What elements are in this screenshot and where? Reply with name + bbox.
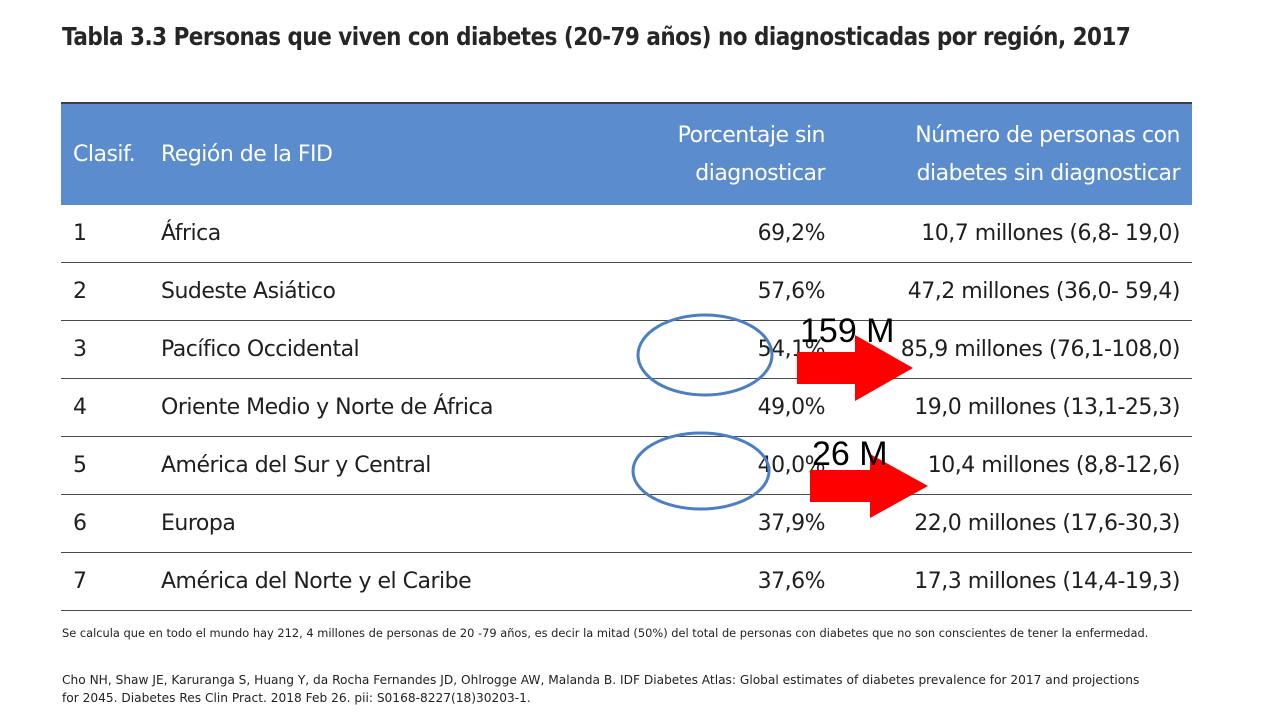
citation-line-1: Cho NH, Shaw JE, Karuranga S, Huang Y, d…: [62, 673, 1140, 687]
cell-percentage: 57,6%: [543, 262, 837, 321]
cell-number: 47,2 millones (36,0- 59,4): [837, 262, 1192, 321]
cell-number: 85,9 millones (76,1-108,0): [837, 320, 1192, 379]
citation: Cho NH, Shaw JE, Karuranga S, Huang Y, d…: [62, 671, 1182, 707]
cell-percentage: 37,6%: [543, 552, 837, 611]
cell-percentage: 69,2%: [543, 205, 837, 263]
cell-rank: 4: [61, 378, 149, 437]
table-row: 6 Europa 37,9% 22,0 millones (17,6-30,3): [61, 494, 1192, 553]
table-row: 5 América del Sur y Central 40,0% 10,4 m…: [61, 436, 1192, 495]
cell-number: 19,0 millones (13,1-25,3): [837, 378, 1192, 437]
cell-rank: 1: [61, 205, 149, 263]
table-header-row: Clasif. Región de la FID Porcentaje sin d…: [61, 102, 1192, 205]
annotation-label-159: 159 M: [800, 312, 895, 350]
table-row: 4 Oriente Medio y Norte de África 49,0% …: [61, 378, 1192, 437]
footnote: Se calcula que en todo el mundo hay 212,…: [62, 626, 1149, 640]
table-row: 1 África 69,2% 10,7 millones (6,8- 19,0): [61, 205, 1192, 263]
cell-percentage: 40,0%: [543, 436, 837, 495]
table-row: 2 Sudeste Asiático 57,6% 47,2 millones (…: [61, 262, 1192, 321]
cell-percentage: 54,1%: [543, 320, 837, 379]
citation-line-2: for 2045. Diabetes Res Clin Pract. 2018 …: [62, 691, 531, 705]
table-row: 3 Pacífico Occidental 54,1% 85,9 millone…: [61, 320, 1192, 379]
cell-rank: 3: [61, 320, 149, 379]
header-percentage: Porcentaje sin diagnosticar: [543, 102, 837, 205]
annotation-label-26: 26 M: [812, 435, 888, 473]
cell-rank: 5: [61, 436, 149, 495]
cell-percentage: 49,0%: [543, 378, 837, 437]
cell-region: Sudeste Asiático: [149, 262, 543, 321]
cell-number: 10,4 millones (8,8-12,6): [837, 436, 1192, 495]
header-rank: Clasif.: [61, 102, 149, 205]
cell-region: Pacífico Occidental: [149, 320, 543, 379]
cell-region: África: [149, 205, 543, 263]
page-title: Tabla 3.3 Personas que viven con diabete…: [62, 22, 1131, 51]
cell-region: América del Norte y el Caribe: [149, 552, 543, 611]
cell-number: 22,0 millones (17,6-30,3): [837, 494, 1192, 553]
header-number: Número de personas con diabetes sin diagn…: [837, 102, 1192, 205]
cell-number: 17,3 millones (14,4-19,3): [837, 552, 1192, 611]
cell-region: América del Sur y Central: [149, 436, 543, 495]
header-region: Región de la FID: [149, 102, 543, 205]
cell-rank: 7: [61, 552, 149, 611]
cell-rank: 2: [61, 262, 149, 321]
cell-percentage: 37,9%: [543, 494, 837, 553]
table-row: 7 América del Norte y el Caribe 37,6% 17…: [61, 552, 1192, 611]
cell-region: Oriente Medio y Norte de África: [149, 378, 543, 437]
cell-region: Europa: [149, 494, 543, 553]
cell-number: 10,7 millones (6,8- 19,0): [837, 205, 1192, 263]
diabetes-table: Clasif. Región de la FID Porcentaje sin d…: [61, 102, 1192, 611]
cell-rank: 6: [61, 494, 149, 553]
